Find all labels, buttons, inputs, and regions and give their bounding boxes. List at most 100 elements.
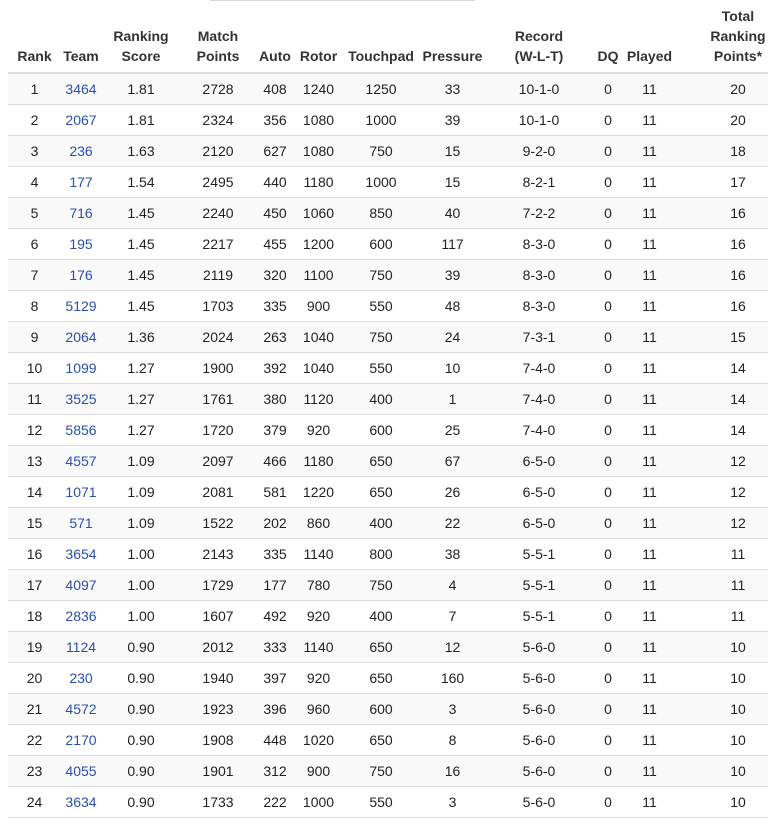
cell-team[interactable]: 716: [61, 197, 101, 229]
team-link[interactable]: 1099: [65, 360, 97, 376]
cell-rank: 2: [8, 104, 61, 136]
cell-team[interactable]: 4557: [61, 445, 101, 477]
cell-played: 11: [623, 290, 676, 322]
cell-team[interactable]: 230: [61, 662, 101, 694]
cell-team[interactable]: 5856: [61, 414, 101, 446]
cell-match-points: 2120: [181, 135, 255, 167]
cell-total-ranking-points: 17: [676, 166, 768, 198]
cell-played: 11: [623, 569, 676, 601]
team-link[interactable]: 3525: [65, 391, 97, 407]
cell-team[interactable]: 1099: [61, 352, 101, 384]
table-row: 9 2064 1.36 2024 263 1040 750 24 7-3-1 0 11 15: [8, 321, 768, 353]
team-link[interactable]: 4055: [65, 763, 97, 779]
cell-touchpad: 850: [342, 197, 420, 229]
cell-match-points: 1733: [181, 786, 255, 818]
cell-rank: 19: [8, 631, 61, 663]
cell-touchpad: 400: [342, 507, 420, 539]
cell-team[interactable]: 176: [61, 259, 101, 291]
cell-total-ranking-points: 10: [676, 662, 768, 694]
cell-rank: 18: [8, 600, 61, 632]
table-row: 12 5856 1.27 1720 379 920 600 25 7-4-0 0 11 14: [8, 414, 768, 446]
table-row: 16 3654 1.00 2143 335 1140 800 38 5-5-1 0 11 11: [8, 538, 768, 570]
cell-ranking-score: 0.90: [101, 693, 181, 725]
cell-rank: 8: [8, 290, 61, 322]
team-link[interactable]: 5129: [65, 298, 97, 314]
cell-record: 10-1-0: [485, 104, 593, 136]
cell-ranking-score: 1.09: [101, 476, 181, 508]
cell-team[interactable]: 571: [61, 507, 101, 539]
cell-record: 6-5-0: [485, 476, 593, 508]
team-link[interactable]: 2067: [65, 112, 97, 128]
cell-team[interactable]: 3634: [61, 786, 101, 818]
cell-auto: 581: [255, 476, 295, 508]
cell-rotor: 1040: [295, 352, 342, 384]
team-link[interactable]: 4097: [65, 577, 97, 593]
cell-dq: 0: [593, 135, 623, 167]
cell-team[interactable]: 2064: [61, 321, 101, 353]
cell-ranking-score: 1.45: [101, 290, 181, 322]
team-link[interactable]: 4572: [65, 701, 97, 717]
team-link[interactable]: 3464: [65, 81, 97, 97]
team-link[interactable]: 716: [69, 205, 93, 221]
cell-team[interactable]: 5129: [61, 290, 101, 322]
cell-pressure: 38: [420, 538, 485, 570]
cell-team[interactable]: 4097: [61, 569, 101, 601]
cell-ranking-score: 0.90: [101, 662, 181, 694]
cell-team[interactable]: 1071: [61, 476, 101, 508]
cell-team[interactable]: 236: [61, 135, 101, 167]
cell-played: 11: [623, 228, 676, 260]
cell-auto: 356: [255, 104, 295, 136]
cell-match-points: 1522: [181, 507, 255, 539]
team-link[interactable]: 2836: [65, 608, 97, 624]
cell-total-ranking-points: 11: [676, 600, 768, 632]
team-link[interactable]: 177: [69, 174, 93, 190]
header-record-line2: (W-L-T): [514, 48, 564, 64]
cell-match-points: 2097: [181, 445, 255, 477]
cell-team[interactable]: 4055: [61, 755, 101, 787]
cell-team[interactable]: 3525: [61, 383, 101, 415]
cell-ranking-score: 1.27: [101, 414, 181, 446]
cell-record: 8-3-0: [485, 228, 593, 260]
cell-touchpad: 650: [342, 476, 420, 508]
cell-team[interactable]: 2067: [61, 104, 101, 136]
cell-team[interactable]: 195: [61, 228, 101, 260]
team-link[interactable]: 3634: [65, 794, 97, 810]
cell-pressure: 15: [420, 135, 485, 167]
team-link[interactable]: 4557: [65, 453, 97, 469]
team-link[interactable]: 2170: [65, 732, 97, 748]
cell-total-ranking-points: 14: [676, 414, 768, 446]
team-link[interactable]: 230: [69, 670, 93, 686]
team-link[interactable]: 3654: [65, 546, 97, 562]
cell-total-ranking-points: 12: [676, 476, 768, 508]
header-match-points: Match Points: [181, 4, 255, 74]
cell-team[interactable]: 2170: [61, 724, 101, 756]
cell-pressure: 24: [420, 321, 485, 353]
cell-played: 11: [623, 786, 676, 818]
cell-team[interactable]: 3654: [61, 538, 101, 570]
cell-team[interactable]: 3464: [61, 73, 101, 105]
team-link[interactable]: 571: [69, 515, 93, 531]
team-link[interactable]: 195: [69, 236, 93, 252]
header-touchpad: Touchpad: [342, 4, 420, 74]
cell-team[interactable]: 1124: [61, 631, 101, 663]
cell-played: 11: [623, 662, 676, 694]
cell-team[interactable]: 4572: [61, 693, 101, 725]
cell-pressure: 16: [420, 755, 485, 787]
team-link[interactable]: 5856: [65, 422, 97, 438]
team-link[interactable]: 2064: [65, 329, 97, 345]
cell-total-ranking-points: 18: [676, 135, 768, 167]
cell-dq: 0: [593, 755, 623, 787]
team-link[interactable]: 1071: [65, 484, 97, 500]
team-link[interactable]: 236: [69, 143, 93, 159]
cell-team[interactable]: 2836: [61, 600, 101, 632]
header-trp-line2: Ranking: [710, 28, 766, 44]
cell-team[interactable]: 177: [61, 166, 101, 198]
table-row: 15 571 1.09 1522 202 860 400 22 6-5-0 0 11 12: [8, 507, 768, 539]
cell-auto: 397: [255, 662, 295, 694]
cell-match-points: 1901: [181, 755, 255, 787]
cell-match-points: 1607: [181, 600, 255, 632]
cell-match-points: 1729: [181, 569, 255, 601]
cell-ranking-score: 1.81: [101, 73, 181, 105]
team-link[interactable]: 176: [69, 267, 93, 283]
team-link[interactable]: 1124: [65, 639, 97, 655]
